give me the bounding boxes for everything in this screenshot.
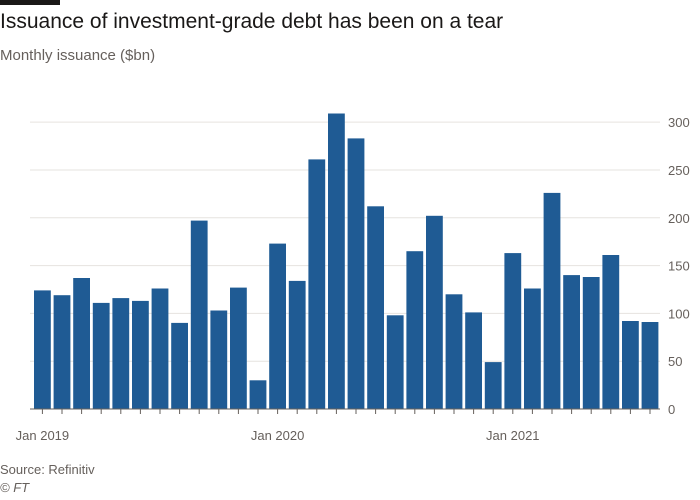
bar-may-2019 bbox=[112, 298, 130, 409]
y-tick-label-100: 100 bbox=[668, 306, 690, 321]
title-rule bbox=[0, 0, 60, 5]
x-tick-label: Jan 2020 bbox=[251, 428, 305, 443]
y-tick-label-300: 300 bbox=[668, 115, 690, 130]
bar-apr-2020 bbox=[328, 113, 345, 409]
bar-sep-2019 bbox=[190, 220, 208, 409]
bar-sep-2020 bbox=[426, 215, 443, 409]
bar-feb-2021 bbox=[524, 288, 541, 409]
bar-oct-2019 bbox=[210, 310, 228, 409]
y-tick-label-200: 200 bbox=[668, 211, 690, 226]
bar-mar-2021 bbox=[543, 192, 561, 409]
x-tick-label: Jan 2019 bbox=[16, 428, 70, 443]
bar-jan-2019 bbox=[34, 290, 51, 409]
y-tick-label-50: 50 bbox=[668, 354, 682, 369]
bar-dec-2020 bbox=[484, 362, 502, 409]
bar-jun-2020 bbox=[367, 206, 384, 409]
bars bbox=[34, 113, 659, 410]
bar-nov-2020 bbox=[465, 312, 482, 409]
bar-jul-2019 bbox=[151, 288, 169, 409]
bar-jun-2021 bbox=[602, 255, 620, 409]
chart-title: Issuance of investment-grade debt has be… bbox=[0, 10, 504, 33]
bar-jun-2019 bbox=[132, 300, 149, 409]
bar-feb-2019 bbox=[53, 295, 71, 409]
bar-jul-2021 bbox=[622, 321, 639, 409]
bar-may-2020 bbox=[347, 138, 365, 409]
bar-chart: 0 50 100 150 200 250 300 Jan 2019 Jan 2020 Jan 20… bbox=[16, 113, 690, 443]
chart-subtitle: Monthly issuance ($bn) bbox=[0, 47, 156, 64]
bar-feb-2020 bbox=[288, 280, 306, 409]
bar-mar-2020 bbox=[308, 159, 326, 409]
bar-apr-2019 bbox=[92, 302, 110, 409]
bar-nov-2019 bbox=[230, 287, 247, 409]
y-tick-label-150: 150 bbox=[668, 259, 690, 274]
axes: 0 50 100 150 200 250 300 Jan 2019 Jan 2020 Jan 20… bbox=[16, 115, 690, 443]
bar-may-2021 bbox=[582, 277, 600, 409]
source-note: Source: Refinitiv bbox=[0, 462, 95, 477]
bar-jan-2020 bbox=[269, 243, 286, 409]
y-tick-label-0: 0 bbox=[668, 402, 675, 417]
bar-jul-2020 bbox=[386, 315, 404, 409]
bar-aug-2020 bbox=[406, 251, 424, 409]
y-tick-label-250: 250 bbox=[668, 163, 690, 178]
bar-mar-2019 bbox=[73, 278, 90, 409]
bar-aug-2019 bbox=[171, 322, 188, 409]
bar-oct-2020 bbox=[445, 294, 463, 410]
ft-credit: © FT bbox=[0, 480, 30, 495]
bar-jan-2021 bbox=[504, 253, 522, 409]
bar-aug-2021 bbox=[641, 322, 659, 409]
bar-apr-2021 bbox=[563, 275, 580, 409]
bar-dec-2019 bbox=[249, 380, 267, 409]
x-tick-label: Jan 2021 bbox=[486, 428, 540, 443]
